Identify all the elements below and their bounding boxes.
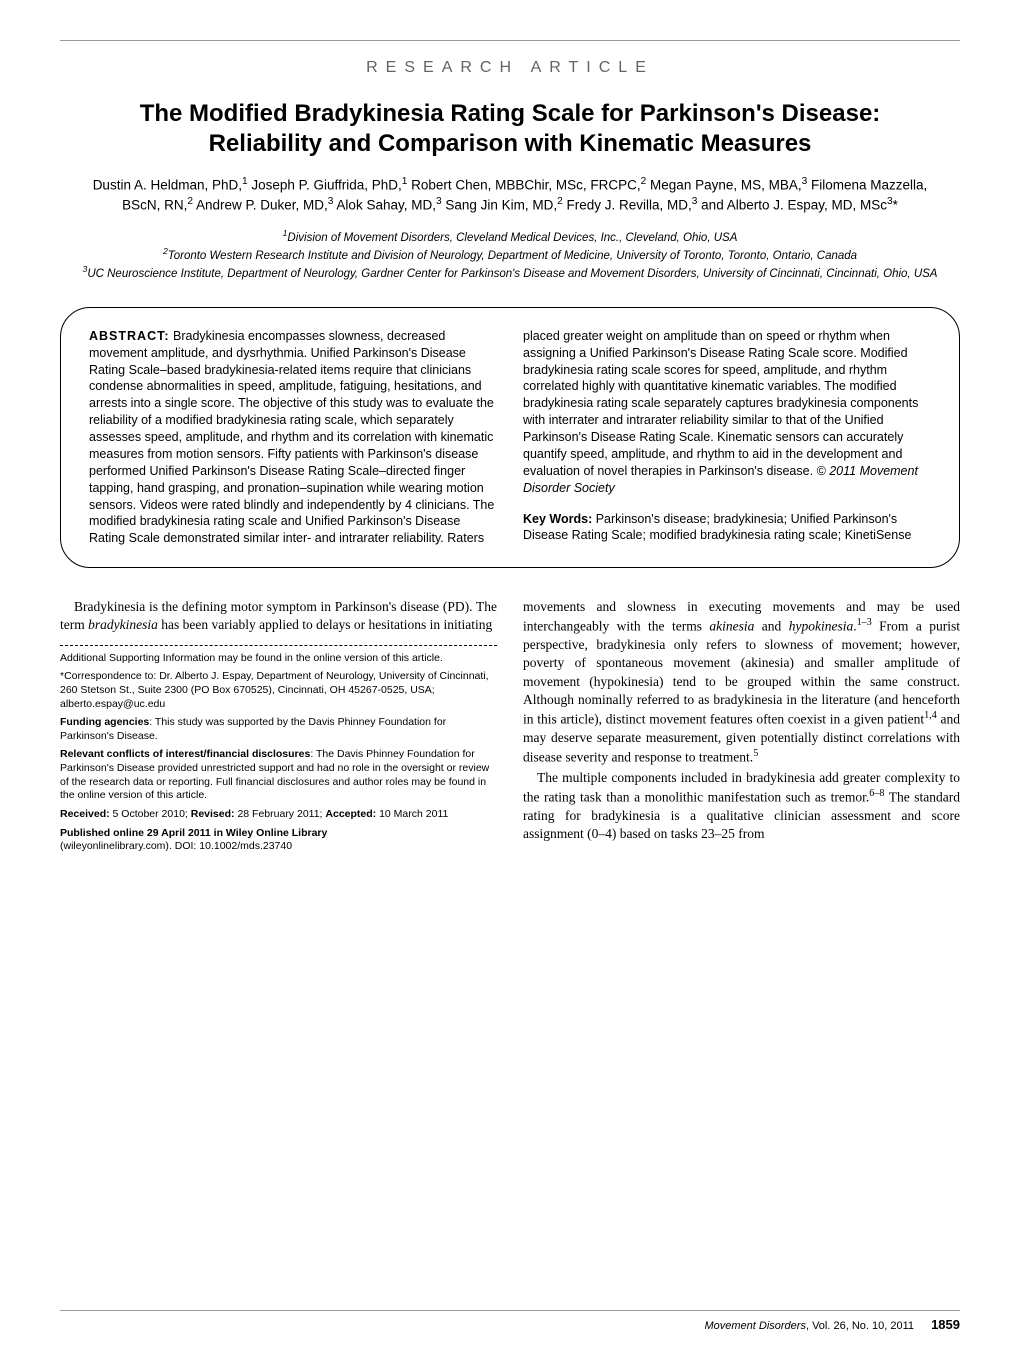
body-paragraph-2: movements and slowness in executing move… [523,598,960,766]
issue-info: , Vol. 26, No. 10, 2011 [806,1320,914,1332]
footnote-separator [60,645,497,646]
article-title: The Modified Bradykinesia Rating Scale f… [80,99,940,159]
footnote-dates: Received: 5 October 2010; Revised: 28 Fe… [60,808,497,822]
footnote-correspondence: *Correspondence to: Dr. Alberto J. Espay… [60,670,497,711]
affiliations: 1Division of Movement Disorders, Clevela… [80,228,940,283]
footnote-supp: Additional Supporting Information may be… [60,652,497,666]
doi-text: (wileyonlinelibrary.com). DOI: 10.1002/m… [60,840,292,852]
funding-label: Funding agencies [60,716,149,728]
coi-label: Relevant conflicts of interest/financial… [60,748,310,760]
abstract-columns: ABSTRACT: Bradykinesia encompasses slown… [89,328,931,547]
page-number: 1859 [931,1317,960,1332]
body-paragraph-3: The multiple components included in brad… [523,769,960,843]
body-columns: Bradykinesia is the defining motor sympt… [60,598,960,859]
published-label: Published online 29 April 2011 in Wiley … [60,827,327,839]
footnote-funding: Funding agencies: This study was support… [60,716,497,743]
page-footer: Movement Disorders, Vol. 26, No. 10, 201… [60,1310,960,1332]
body-paragraph-1: Bradykinesia is the defining motor sympt… [60,598,497,634]
author-list: Dustin A. Heldman, PhD,1 Joseph P. Giuff… [90,175,930,216]
abstract-box: ABSTRACT: Bradykinesia encompasses slown… [60,307,960,568]
keywords-block: Key Words: Parkinson's disease; bradykin… [523,511,931,545]
abstract-label: ABSTRACT: [89,329,170,343]
article-type-banner: RESEARCH ARTICLE [60,59,960,77]
top-rule [60,40,960,41]
keywords-label: Key Words: [523,512,592,526]
footnotes: Additional Supporting Information may be… [60,652,497,854]
footnote-published: Published online 29 April 2011 in Wiley … [60,827,497,854]
journal-name: Movement Disorders [704,1320,805,1332]
footnote-coi: Relevant conflicts of interest/financial… [60,748,497,803]
